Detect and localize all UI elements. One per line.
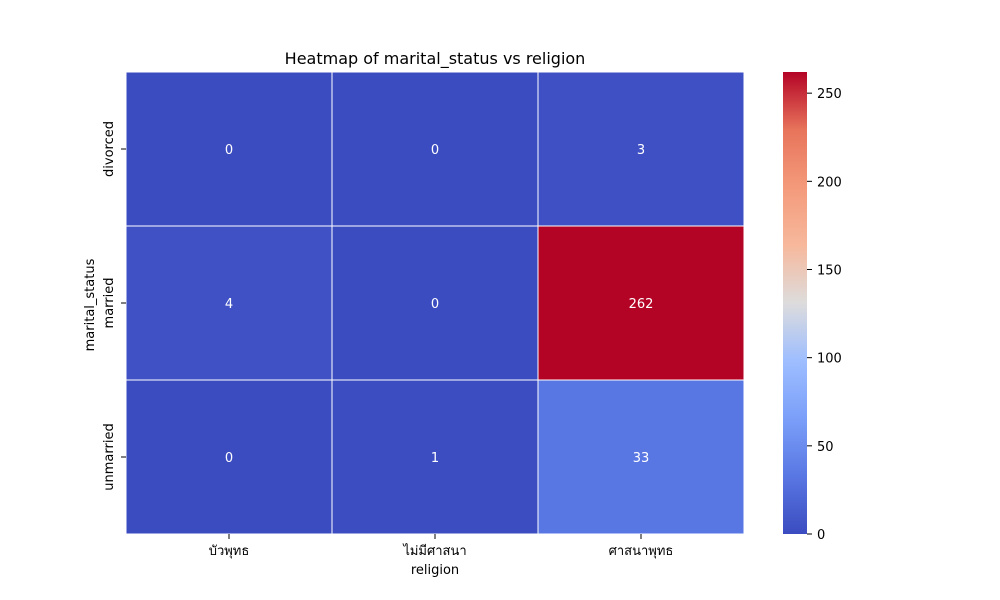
heatmap-cell <box>125 379 333 535</box>
heatmap-cell <box>331 379 539 535</box>
colorbar-tick-label: 100 <box>817 352 842 367</box>
cell-value-label: 262 <box>629 297 654 312</box>
cell-value-label: 0 <box>431 143 439 158</box>
cell-value-label: 33 <box>633 451 650 466</box>
heatmap-cell <box>537 71 745 227</box>
y-axis-ticks: divorced married unmarried <box>102 121 126 491</box>
heatmap-cell <box>125 225 333 381</box>
cell-value-label: 0 <box>225 451 233 466</box>
heatmap-cell <box>537 225 745 381</box>
cell-value-label: 4 <box>225 297 233 312</box>
heatmap-cell <box>331 225 539 381</box>
heatmap-cells: 0 0 3 4 0 262 0 1 33 <box>125 71 745 535</box>
colorbar-tick-label: 250 <box>817 87 842 102</box>
heatmap-cell <box>331 71 539 227</box>
colorbar-tick-label: 50 <box>817 440 834 455</box>
x-tick-label: ไม่มีศาสนา <box>402 543 466 559</box>
x-tick-label: ศาสนาพุทธ <box>609 544 674 559</box>
heatmap-cell <box>125 71 333 227</box>
y-tick-label: unmarried <box>102 423 117 490</box>
cell-value-label: 0 <box>225 143 233 158</box>
chart-title: Heatmap of marital_status vs religion <box>285 49 586 69</box>
colorbar-tick-label: 200 <box>817 175 842 190</box>
x-axis-ticks: บัวพุทธ ไม่มีศาสนา ศาสนาพุทธ <box>209 534 674 559</box>
colorbar-tick-label: 150 <box>817 263 842 278</box>
y-tick-label: married <box>102 278 117 329</box>
y-axis-label: marital_status <box>83 258 98 351</box>
x-axis-label: religion <box>411 563 459 578</box>
x-tick-label: บัวพุทธ <box>209 544 250 559</box>
cell-value-label: 1 <box>431 451 439 466</box>
cell-value-label: 0 <box>431 297 439 312</box>
y-tick-label: divorced <box>102 121 117 177</box>
colorbar-tick-label: 0 <box>817 528 825 543</box>
colorbar-ticks: 0 50 100 150 200 250 <box>807 87 842 543</box>
cell-value-label: 3 <box>637 143 645 158</box>
colorbar <box>783 72 807 534</box>
